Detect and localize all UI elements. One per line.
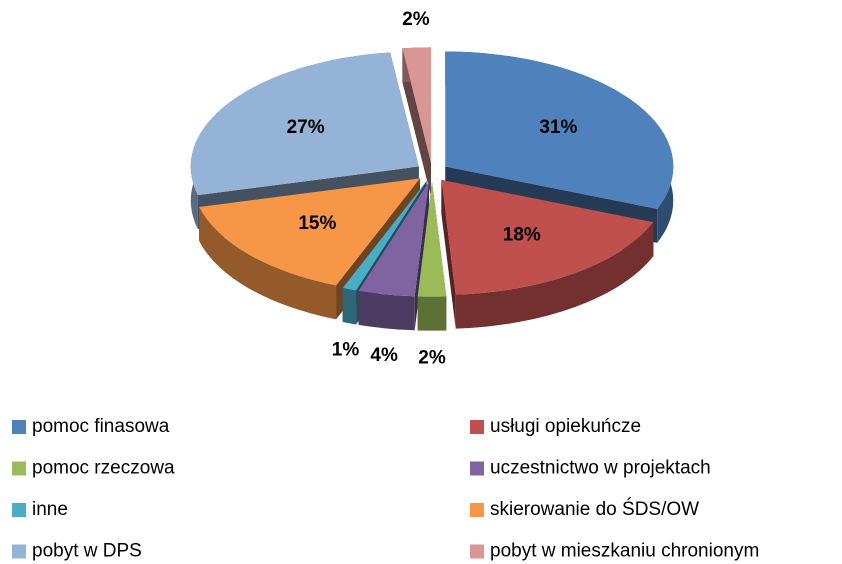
- slice: [190, 52, 419, 196]
- legend-label: pobyt w mieszkaniu chronionym: [490, 541, 759, 562]
- slice-side: [199, 207, 337, 320]
- data-label: 2%: [402, 9, 430, 30]
- legend-label: pomoc finasowa: [32, 416, 170, 437]
- slice: [402, 47, 431, 163]
- data-label: 15%: [298, 213, 336, 234]
- data-label: 4%: [370, 345, 398, 366]
- slice-side: [342, 288, 357, 325]
- legend-label: skierowanie do ŚDS/OW: [490, 498, 699, 520]
- legend-swatch: [470, 503, 484, 517]
- slice-side: [358, 290, 415, 331]
- legend-swatch: [470, 461, 484, 476]
- slice: [342, 181, 427, 291]
- slice-side: [455, 222, 654, 329]
- legend-swatch: [12, 461, 26, 476]
- slice-wall: [402, 48, 431, 197]
- data-label: 1%: [332, 340, 360, 361]
- slice: [445, 51, 674, 209]
- legend-label: pobyt w DPS: [32, 541, 142, 562]
- legend-swatch: [12, 503, 26, 517]
- slice-side: [417, 296, 447, 331]
- legend-swatch: [12, 544, 26, 559]
- data-label: 27%: [287, 117, 325, 138]
- data-label: 2%: [418, 347, 446, 368]
- slice: [441, 179, 654, 295]
- legend-swatch: [470, 544, 484, 559]
- legend-label: usługi opiekuńcze: [490, 416, 641, 437]
- legend-swatch: [12, 420, 26, 434]
- slice-wall: [441, 179, 456, 329]
- slice: [199, 178, 420, 286]
- data-label: 18%: [503, 225, 541, 246]
- slice-tops: [190, 47, 674, 297]
- slice: [417, 181, 447, 297]
- data-label: 31%: [539, 117, 577, 138]
- legend-swatch: [470, 420, 484, 434]
- legend-label: inne: [32, 499, 68, 520]
- legend-label: uczestnictwo w projektach: [490, 458, 711, 479]
- slice: [358, 181, 430, 297]
- legend-label: pomoc rzeczowa: [32, 458, 175, 479]
